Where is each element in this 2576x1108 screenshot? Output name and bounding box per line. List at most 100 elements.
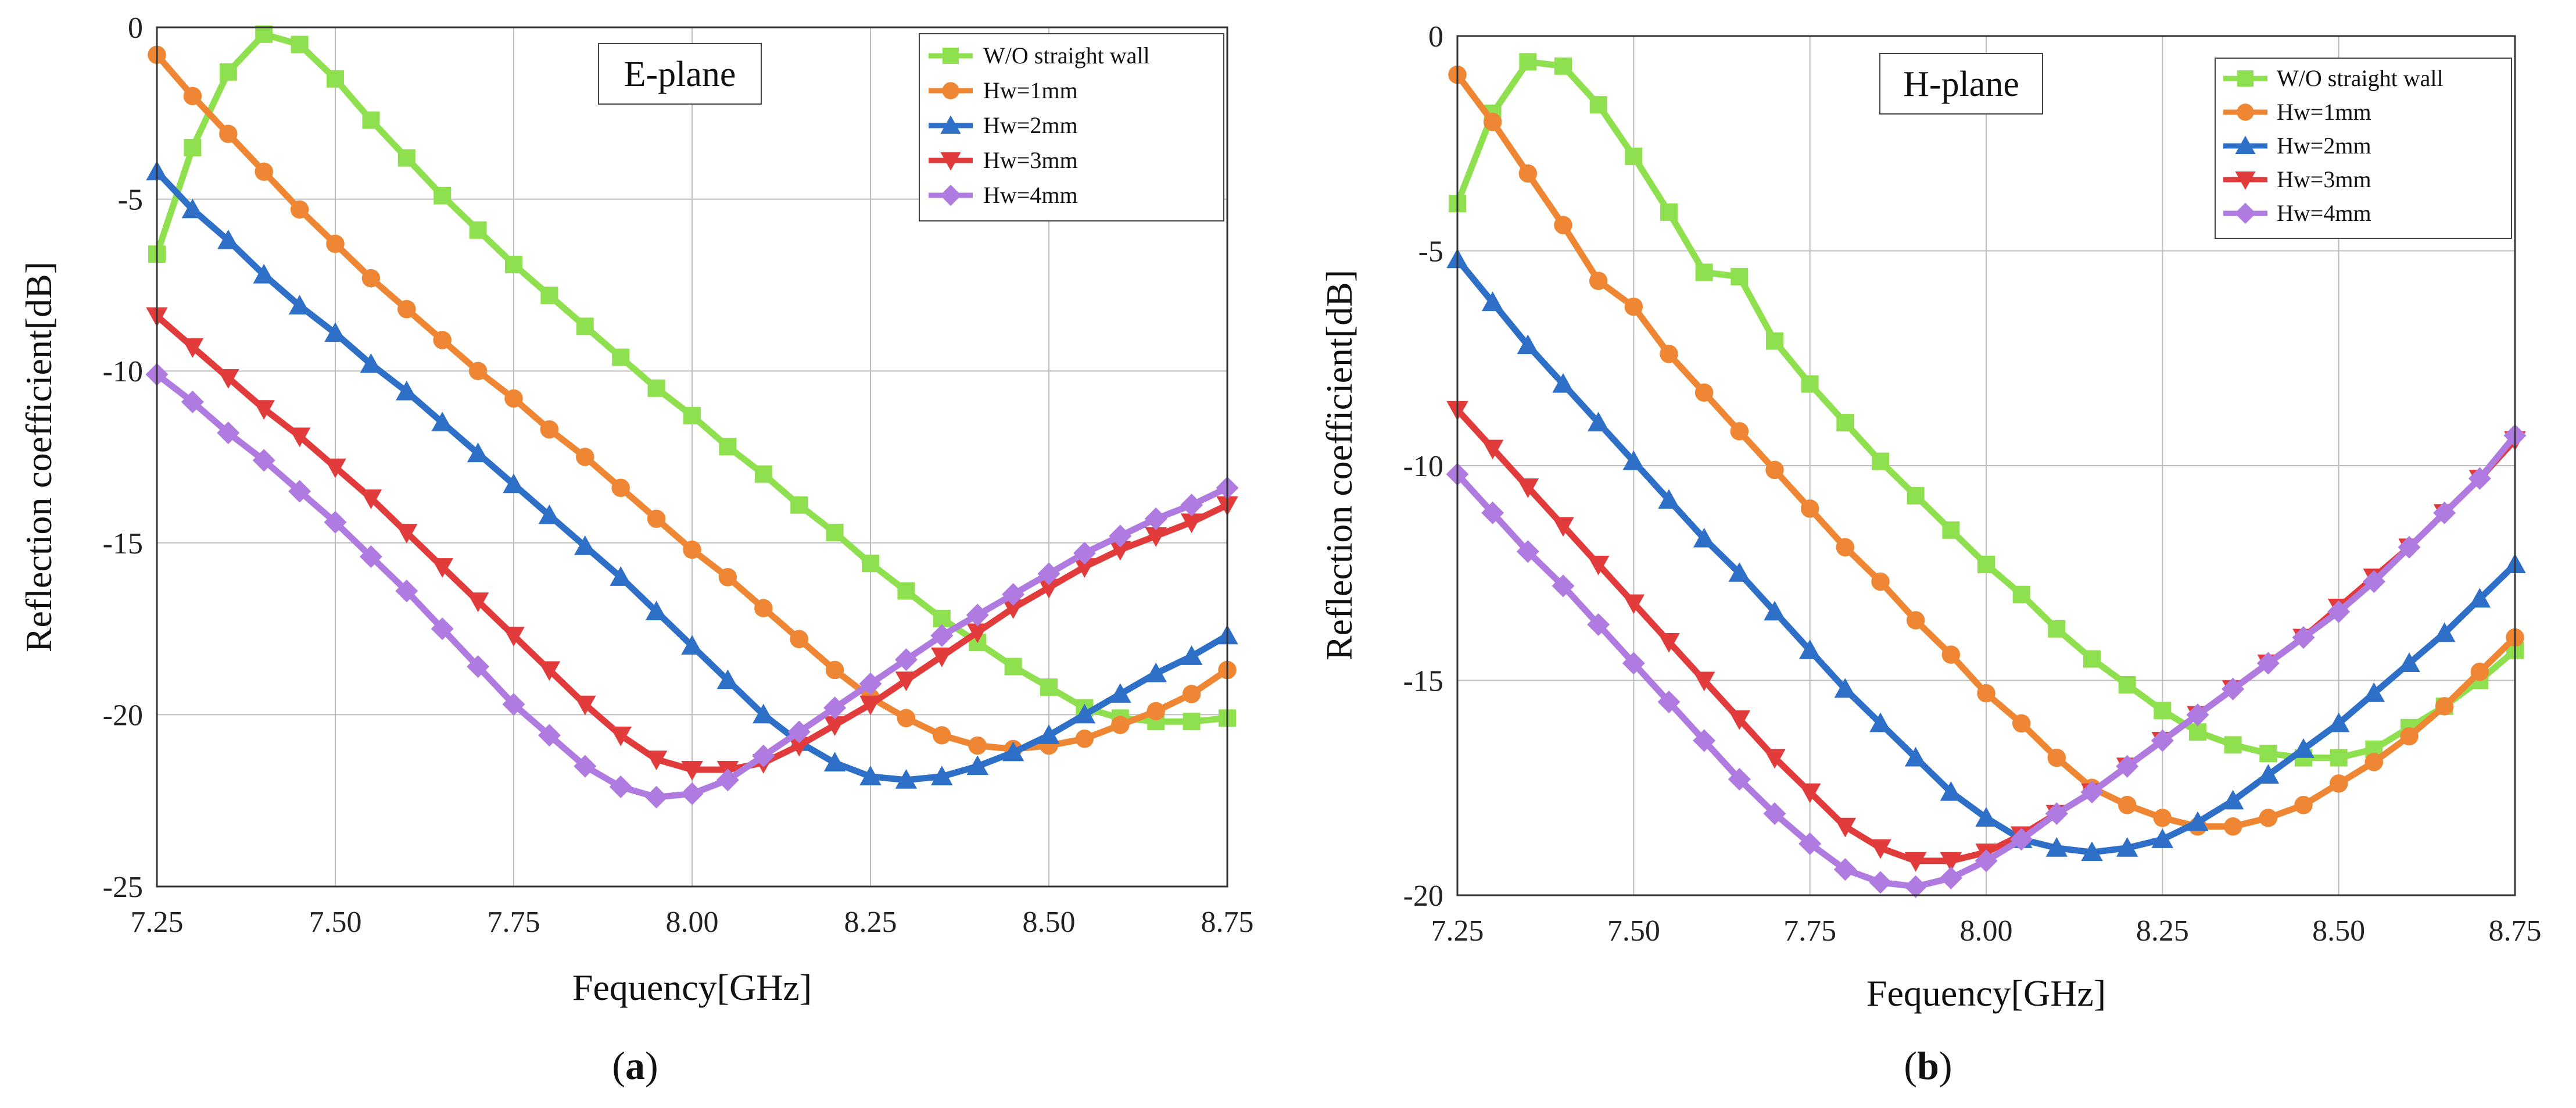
data-point-hw1-e [1075, 730, 1094, 748]
data-point-hw2-e [1002, 741, 1024, 762]
data-point-hw3-h [1693, 671, 1715, 692]
data-point-hw3-h [1798, 783, 1821, 803]
data-point-hw3-e [360, 489, 382, 509]
data-point-hw1-e [647, 509, 666, 528]
data-point-hw1-e [290, 200, 309, 219]
data-point-hw4-e [288, 480, 311, 503]
data-point-hw1-h [1694, 383, 1714, 402]
data-point-wo-wall-e [397, 149, 415, 167]
x-tick-label: 7.75 [1783, 914, 1836, 948]
x-tick-label: 8.25 [2136, 914, 2189, 948]
data-point-hw4-h [1552, 574, 1575, 598]
data-point-hw2-h [1622, 450, 1645, 470]
data-point-hw2-e [396, 380, 418, 401]
data-point-hw1-h [1836, 538, 1855, 557]
data-point-wo-wall-e [612, 348, 630, 366]
data-point-hw2-e [467, 442, 489, 463]
series-hw1-h [1448, 65, 2524, 836]
data-point-hw2-h [2151, 828, 2174, 848]
data-point-hw1-h [2400, 727, 2419, 746]
data-point-hw3-e [324, 458, 346, 478]
data-point-hw3-e [503, 627, 525, 647]
data-point-hw1-e [255, 162, 273, 181]
data-point-hw1-h [1483, 113, 1502, 131]
data-point-hw4-e [217, 421, 240, 445]
legend-label-hw1-h: Hw=1mm [2277, 99, 2371, 125]
data-point-hw1-h [1800, 499, 1819, 518]
data-point-wo-wall-h [2012, 585, 2030, 603]
caption-letter-a: a [625, 1043, 645, 1088]
data-point-hw4-h [1657, 690, 1681, 713]
x-tick-label: 8.25 [844, 906, 897, 939]
data-point-hw3-e [966, 623, 988, 644]
data-point-wo-wall-e [754, 465, 772, 483]
data-point-hw3-e [288, 427, 311, 448]
data-point-hw2-e [1180, 645, 1203, 665]
legend-label-hw1-e: Hw=1mm [983, 77, 1078, 103]
data-point-hw1-e [397, 300, 416, 319]
data-point-hw3-e [931, 647, 953, 667]
data-point-wo-wall-h [2224, 736, 2242, 754]
data-point-wo-wall-e [897, 582, 915, 600]
data-point-hw2-h [2398, 652, 2420, 672]
data-point-wo-wall-h [1695, 263, 1713, 281]
data-point-hw2-h [1587, 412, 1610, 432]
data-point-hw2-e [895, 769, 918, 789]
data-point-hw1-h [1871, 572, 1890, 591]
data-point-hw4-h [1481, 501, 1504, 524]
data-point-hw1-e [790, 630, 808, 649]
series-group-e-plane [145, 25, 1239, 809]
title-box-e-plane [598, 43, 762, 105]
data-point-hw2-e [681, 635, 703, 655]
y-axis-label-e-plane: Reflection coefficient[dB] [18, 262, 59, 652]
data-point-hw1-h [2259, 809, 2278, 827]
data-point-wo-wall-h [2189, 723, 2206, 741]
x-tick-label: 8.75 [1201, 906, 1254, 939]
data-point-hw2-e [1038, 724, 1060, 744]
data-point-hw4-e [1109, 524, 1132, 548]
data-point-hw4-h [2080, 781, 2104, 804]
data-point-hw2-e [431, 412, 453, 431]
y-tick-label: -10 [1403, 450, 1443, 483]
data-point-wo-wall-e [862, 555, 879, 573]
data-point-wo-wall-h [1977, 555, 1995, 573]
data-point-hw4-e [1180, 494, 1203, 517]
y-tick-label: -20 [103, 699, 143, 732]
data-point-hw4-h [1833, 858, 1857, 881]
panel-h-plane: 7.25 7.50 7.75 8.00 8.25 8.50 8.75 0 -5 -10 -15 -20… [1319, 20, 2542, 1088]
x-tick-label: 8.75 [2489, 914, 2542, 948]
data-point-hw1-e [361, 269, 381, 288]
data-point-hw2-h [1552, 373, 1574, 393]
data-point-wo-wall-h [1942, 521, 1960, 539]
data-point-hw3-e [1073, 558, 1096, 578]
data-point-wo-wall-e [469, 221, 487, 239]
data-point-hw2-e [253, 263, 275, 284]
data-point-hw4-h [1622, 652, 1645, 675]
data-point-hw2-h [2257, 764, 2280, 784]
legend-label-wo-wall-e: W/O straight wall [983, 42, 1150, 69]
data-point-hw3-e [788, 737, 810, 757]
chart-title-e-plane: E-plane [624, 55, 736, 94]
data-point-hw4-e [1037, 562, 1061, 585]
data-point-wo-wall-e [683, 407, 701, 425]
data-point-hw4-e [502, 693, 525, 716]
data-point-hw4-e [431, 617, 454, 641]
data-point-hw3-h [1587, 555, 1610, 576]
data-point-wo-wall-h [1731, 267, 1749, 285]
data-point-wo-wall-h [2330, 749, 2348, 767]
data-point-hw3-e [1038, 578, 1060, 599]
data-point-hw2-e [574, 535, 596, 555]
data-point-hw2-h [2045, 837, 2068, 857]
data-point-hw1-h [1977, 684, 1995, 703]
plot-frame-e-plane [156, 26, 1228, 888]
data-point-hw1-h [2470, 662, 2489, 681]
data-point-hw3-e [181, 338, 204, 358]
data-point-hw2-e [823, 752, 846, 772]
data-point-hw3-e [538, 661, 561, 681]
data-point-hw3-e [1002, 599, 1024, 619]
data-point-hw3-e [467, 592, 489, 613]
data-point-hw3-e [1109, 541, 1131, 561]
data-point-hw4-h [2327, 600, 2351, 623]
legend-marker-wo-wall-e [943, 48, 959, 64]
y-tick-label: -10 [103, 355, 143, 388]
